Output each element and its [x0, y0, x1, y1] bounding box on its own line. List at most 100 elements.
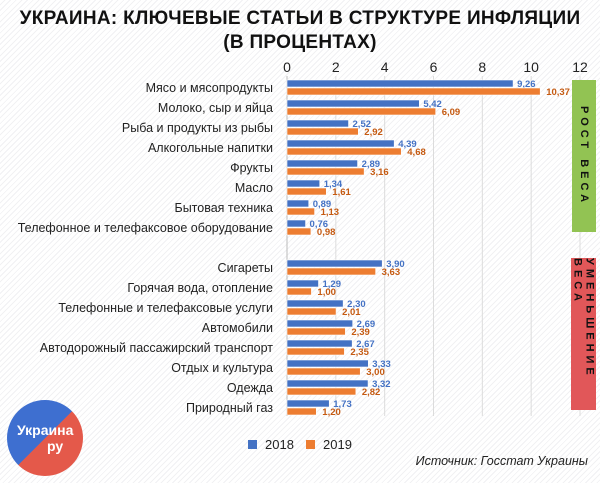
logo: Украина ру: [7, 400, 83, 476]
growth-label-text: РОСТ ВЕСА: [578, 105, 590, 207]
category-label: Рыба и продукты из рыбы: [122, 121, 273, 135]
bar-2019: [286, 267, 376, 276]
category-label: Горячая вода, отопление: [127, 281, 273, 295]
x-tick-label: 12: [572, 59, 588, 75]
growth-group-label: РОСТ ВЕСА: [572, 80, 596, 232]
data-label-2018: 1,73: [333, 399, 352, 410]
bar-2019: [286, 187, 327, 196]
legend-swatch-2019: [306, 440, 315, 449]
bar-2018: [286, 99, 420, 108]
bar-2019: [286, 127, 359, 136]
bar-2019: [286, 107, 436, 116]
category-label: Автодорожный пассажирский транспорт: [40, 341, 273, 355]
bar-2019: [286, 367, 361, 376]
bar-2018: [286, 339, 353, 348]
bar-2019: [286, 287, 312, 296]
data-label-2018: 2,69: [357, 319, 376, 330]
bar-2018: [286, 319, 353, 328]
data-label-2018: 0,89: [313, 199, 332, 210]
bar-2019: [286, 227, 312, 236]
logo-text: Украина: [17, 422, 74, 438]
bar-2018: [286, 159, 358, 168]
data-label-2019: 2,01: [342, 307, 361, 318]
data-label-2018: 2,67: [356, 339, 375, 350]
data-label-2019: 10,37: [546, 87, 570, 98]
bar-2018: [286, 259, 383, 268]
data-label-2018: 3,33: [372, 359, 391, 370]
category-label: Алкогольные напитки: [148, 141, 273, 155]
data-label-2018: 0,76: [310, 219, 329, 230]
chart-subtitle: (В ПРОЦЕНТАХ): [223, 32, 377, 53]
category-label: Природный газ: [186, 401, 273, 415]
category-label: Мясо и мясопродукты: [146, 81, 273, 95]
category-label: Фрукты: [230, 161, 273, 175]
bar-2018: [286, 139, 395, 148]
bar-2018: [286, 79, 514, 88]
bar-2019: [286, 167, 365, 176]
bar-2019: [286, 147, 402, 156]
data-label-2019: 2,39: [351, 327, 370, 338]
data-label-2018: 2,30: [347, 299, 366, 310]
data-label-2019: 3,00: [366, 367, 385, 378]
data-label-2019: 2,82: [362, 387, 381, 398]
bar-2018: [286, 299, 344, 308]
decline-group-label: УМЕНЬШЕНИЕ ВЕСА: [571, 258, 596, 410]
data-label-2019: 2,35: [350, 347, 369, 358]
x-tick-label: 8: [478, 59, 486, 75]
bar-2019: [286, 327, 346, 336]
bar-2019: [286, 307, 337, 316]
legend-label-2018: 2018: [265, 437, 294, 452]
bar-2018: [286, 199, 310, 208]
legend-item-2019: 2019: [306, 437, 352, 452]
logo-text-suffix: ру: [47, 438, 64, 454]
category-label: Масло: [235, 181, 273, 195]
data-label-2019: 1,13: [321, 207, 340, 218]
data-label-2019: 1,00: [317, 287, 336, 298]
x-tick-label: 2: [332, 59, 340, 75]
bar-2018: [286, 359, 369, 368]
data-label-2018: 5,42: [423, 99, 442, 110]
category-label: Автомобили: [202, 321, 273, 335]
x-tick-label: 10: [523, 59, 539, 75]
data-label-2019: 1,61: [332, 187, 351, 198]
bar-2018: [286, 399, 330, 408]
bar-2018: [286, 119, 349, 128]
data-label-2019: 2,92: [364, 127, 383, 138]
category-label: Одежда: [227, 381, 273, 395]
data-label-2019: 4,68: [407, 147, 426, 158]
x-tick-label: 6: [430, 59, 438, 75]
data-label-2018: 1,29: [322, 279, 341, 290]
bar-2018: [286, 379, 369, 388]
category-label: Отдых и культура: [171, 361, 273, 375]
data-label-2018: 9,26: [517, 79, 536, 90]
category-label: Телефонные и телефаксовые услуги: [58, 301, 273, 315]
bar-2019: [286, 87, 541, 96]
bar-2018: [286, 279, 319, 288]
data-label-2018: 2,89: [362, 159, 381, 170]
x-tick-label: 4: [381, 59, 389, 75]
chart-title: УКРАИНА: КЛЮЧЕВЫЕ СТАТЬИ В СТРУКТУРЕ ИНФ…: [19, 8, 581, 29]
decline-label-text: УМЕНЬШЕНИЕ ВЕСА: [571, 258, 596, 379]
data-label-2018: 3,90: [386, 259, 405, 270]
source-note: Источник: Госстат Украины: [415, 454, 588, 468]
category-label: Сигареты: [218, 261, 273, 275]
x-tick-label: 0: [283, 59, 291, 75]
data-label-2019: 3,63: [382, 267, 401, 278]
bar-2019: [286, 347, 345, 356]
data-label-2018: 2,52: [353, 119, 372, 130]
data-label-2018: 1,34: [324, 179, 343, 190]
data-label-2018: 3,32: [372, 379, 391, 390]
category-label: Молоко, сыр и яйца: [158, 101, 273, 115]
bar-2019: [286, 387, 357, 396]
legend-swatch-2018: [248, 440, 257, 449]
data-label-2019: 1,20: [322, 407, 341, 418]
data-label-2018: 4,39: [398, 139, 417, 150]
legend-item-2018: 2018: [248, 437, 294, 452]
data-label-2019: 0,98: [317, 227, 336, 238]
category-label: Телефонное и телефаксовое оборудование: [18, 221, 273, 235]
bar-2019: [286, 407, 317, 416]
bar-2018: [286, 219, 306, 228]
data-label-2019: 3,16: [370, 167, 389, 178]
bar-2018: [286, 179, 321, 188]
